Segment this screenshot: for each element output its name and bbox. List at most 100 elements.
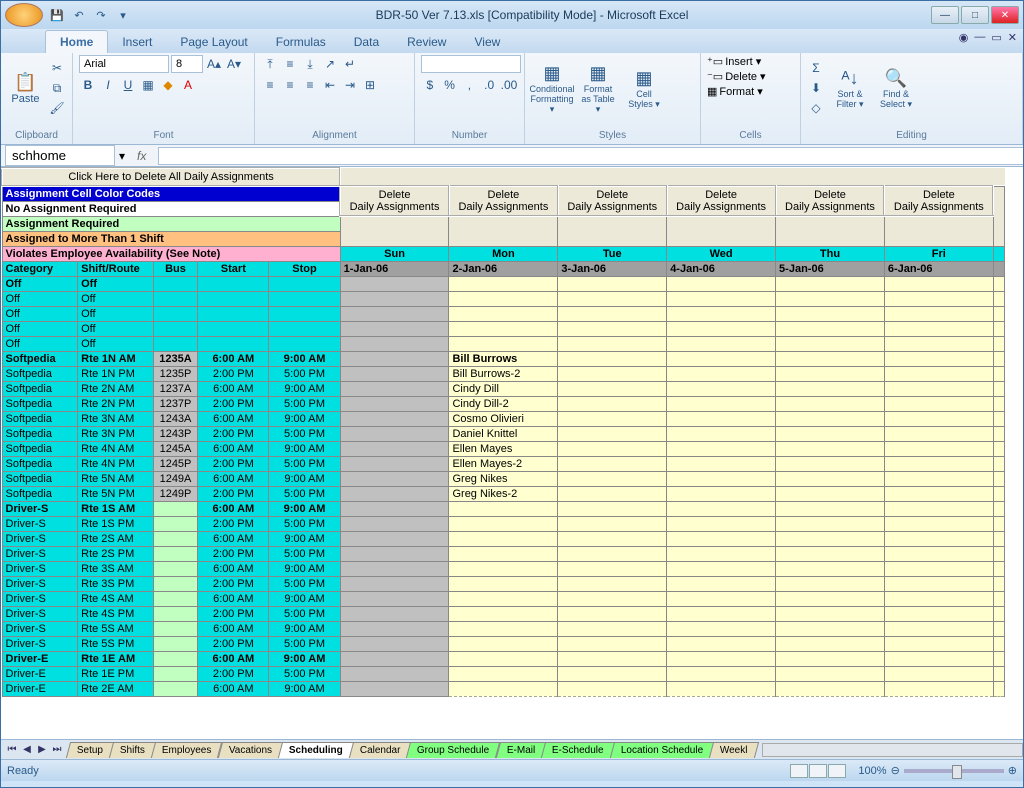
cell[interactable] (449, 321, 558, 336)
cell[interactable] (884, 441, 993, 456)
cell[interactable] (153, 306, 197, 321)
cell[interactable]: 1243P (153, 426, 197, 441)
cell[interactable]: Off (2, 291, 78, 306)
font-size-select[interactable] (171, 55, 203, 73)
cell[interactable] (667, 561, 776, 576)
cell[interactable] (667, 366, 776, 381)
number-format-select[interactable] (421, 55, 521, 73)
view-normal-icon[interactable] (790, 764, 808, 778)
cell[interactable] (558, 426, 667, 441)
sheet-tab[interactable]: Location Schedule (609, 742, 714, 758)
tab-next-icon[interactable]: ▶ (35, 744, 49, 755)
cell[interactable] (884, 426, 993, 441)
cell[interactable]: Off (78, 336, 154, 351)
cell[interactable]: 6:00 AM (198, 651, 269, 666)
cell[interactable] (340, 651, 449, 666)
cell[interactable]: Softpedia (2, 366, 78, 381)
cell[interactable] (884, 681, 993, 696)
cell[interactable] (558, 471, 667, 486)
cell[interactable] (340, 531, 449, 546)
cell[interactable]: Rte 1N AM (78, 351, 154, 366)
cell[interactable] (340, 471, 449, 486)
cell[interactable]: 5:00 PM (269, 606, 340, 621)
doc-restore-icon[interactable]: ▭ (991, 31, 1001, 44)
tab-prev-icon[interactable]: ◀ (20, 744, 34, 755)
delete-daily-button[interactable]: DeleteDaily Assignments (449, 186, 558, 216)
cell[interactable] (667, 276, 776, 291)
cell[interactable] (340, 441, 449, 456)
cell[interactable] (340, 426, 449, 441)
cell[interactable]: Softpedia (2, 381, 78, 396)
cell[interactable] (884, 306, 993, 321)
cell[interactable] (558, 381, 667, 396)
cell[interactable] (449, 306, 558, 321)
cell[interactable]: 9:00 AM (269, 501, 340, 516)
zoom-out-icon[interactable]: ⊖ (891, 764, 900, 777)
cell[interactable] (884, 606, 993, 621)
help-icon[interactable]: ◉ (959, 31, 969, 44)
cell[interactable] (340, 411, 449, 426)
cell[interactable]: 2:00 PM (198, 576, 269, 591)
delete-all-button[interactable]: Click Here to Delete All Daily Assignmen… (2, 168, 340, 186)
doc-close-icon[interactable]: ✕ (1008, 31, 1017, 44)
cell[interactable] (449, 621, 558, 636)
tab-review[interactable]: Review (393, 31, 460, 53)
find-select-button[interactable]: 🔍Find & Select ▾ (875, 55, 917, 121)
grow-font-icon[interactable]: A▴ (205, 55, 223, 73)
cell[interactable]: 2:00 PM (198, 666, 269, 681)
sort-filter-button[interactable]: ᴬ↓Sort & Filter ▾ (829, 55, 871, 121)
cell[interactable]: Off (78, 306, 154, 321)
cell[interactable] (340, 321, 449, 336)
cell[interactable] (269, 291, 340, 306)
cell[interactable]: 6:00 AM (198, 681, 269, 696)
cell[interactable]: Rte 1S PM (78, 516, 154, 531)
underline-icon[interactable]: U (119, 76, 137, 94)
shrink-font-icon[interactable]: A▾ (225, 55, 243, 73)
cell[interactable] (449, 276, 558, 291)
cell[interactable] (340, 306, 449, 321)
cell[interactable] (776, 276, 885, 291)
sheet-tab[interactable]: Group Schedule (406, 742, 501, 758)
cell[interactable] (667, 441, 776, 456)
cell[interactable] (884, 516, 993, 531)
cell[interactable] (558, 501, 667, 516)
cell[interactable] (340, 486, 449, 501)
cell[interactable] (558, 396, 667, 411)
align-center-icon[interactable]: ≡ (281, 76, 299, 94)
cell[interactable] (340, 501, 449, 516)
align-right-icon[interactable]: ≡ (301, 76, 319, 94)
sheet-tab[interactable]: Weekl (709, 742, 759, 758)
paste-button[interactable]: 📋Paste (7, 55, 44, 121)
cell[interactable] (667, 591, 776, 606)
cell[interactable]: Rte 4S AM (78, 591, 154, 606)
tab-data[interactable]: Data (340, 31, 393, 53)
cell[interactable] (449, 606, 558, 621)
cell[interactable] (449, 531, 558, 546)
fx-icon[interactable]: fx (125, 149, 158, 163)
cell[interactable] (776, 351, 885, 366)
cell[interactable] (667, 546, 776, 561)
cell[interactable] (558, 576, 667, 591)
sheet-tab[interactable]: E-Mail (495, 742, 546, 758)
sheet-tab[interactable]: Shifts (109, 742, 156, 758)
cell[interactable]: Softpedia (2, 411, 78, 426)
cell[interactable]: Off (78, 321, 154, 336)
name-box[interactable] (5, 145, 115, 166)
cell[interactable]: 9:00 AM (269, 531, 340, 546)
cell[interactable] (558, 366, 667, 381)
copy-icon[interactable]: ⧉ (48, 79, 66, 97)
cell[interactable] (153, 276, 197, 291)
cell[interactable] (667, 621, 776, 636)
cell[interactable] (269, 321, 340, 336)
cell[interactable] (667, 426, 776, 441)
cell[interactable] (153, 681, 197, 696)
cell[interactable] (558, 441, 667, 456)
cell[interactable] (340, 621, 449, 636)
sheet-tab[interactable]: E-Schedule (541, 742, 615, 758)
cell[interactable] (449, 501, 558, 516)
cell[interactable]: 5:00 PM (269, 426, 340, 441)
cell[interactable] (449, 636, 558, 651)
cell[interactable] (667, 471, 776, 486)
cell[interactable] (153, 291, 197, 306)
cell[interactable] (776, 501, 885, 516)
